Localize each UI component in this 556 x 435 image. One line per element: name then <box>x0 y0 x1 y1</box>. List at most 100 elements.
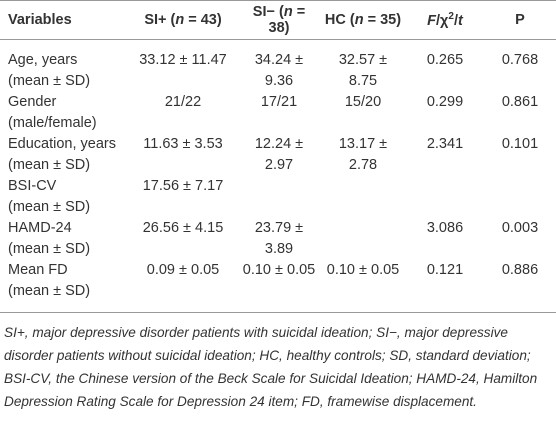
table-cell: 0.265 <box>406 40 484 93</box>
row-label-line: Mean FD <box>8 262 68 278</box>
cell-text: 0.121 <box>426 262 464 278</box>
table-cell: 23.79 ± 3.89 <box>238 218 320 260</box>
header-text: n <box>354 12 364 28</box>
cell-text: 0.10 ± 0.05 <box>326 262 400 278</box>
table-cell: 0.09 ± 0.05 <box>128 260 238 313</box>
table-cell: 11.63 ± 3.53 <box>128 134 238 176</box>
header-row: Variables SI+ (n = 43) SI− (n = 38) HC (n =… <box>0 0 556 40</box>
cell-text: 0.886 <box>501 262 539 278</box>
row-label: Age, years (mean ± SD) <box>0 40 128 93</box>
cell-text: 32.57 ± 8.75 <box>338 52 388 89</box>
row-label-line: Age, years <box>8 52 78 68</box>
cell-text: 0.10 ± 0.05 <box>242 262 316 278</box>
table-cell: 0.003 <box>484 218 556 260</box>
row-label-line: (mean ± SD) <box>8 283 91 299</box>
table-cell: 0.299 <box>406 92 484 134</box>
header-text: HC ( <box>324 12 355 28</box>
cell-text: 17/21 <box>260 94 298 110</box>
cell-text: 0.101 <box>501 136 539 152</box>
cell-text: 0.768 <box>501 52 539 68</box>
table-cell: 0.10 ± 0.05 <box>320 260 406 313</box>
cell-text: 0.299 <box>426 94 464 110</box>
table-cell: 17/21 <box>238 92 320 134</box>
row-label-line: BSI-CV <box>8 178 57 194</box>
table-cell: 15/20 <box>320 92 406 134</box>
table-cell: 0.768 <box>484 40 556 93</box>
header-text: n <box>283 4 293 20</box>
cell-text: 21/22 <box>164 94 202 110</box>
table-cell: 12.24 ± 2.97 <box>238 134 320 176</box>
row-label: BSI-CV (mean ± SD) <box>0 176 128 218</box>
row-label: Education, years (mean ± SD) <box>0 134 128 176</box>
header-cell: Variables <box>0 1 128 40</box>
header-text: t <box>458 12 463 29</box>
table-cell <box>406 176 484 218</box>
table-row: Age, years (mean ± SD) 33.12 ± 11.47 34.24 … <box>0 40 556 93</box>
cell-text: 34.24 ± 9.36 <box>254 52 304 89</box>
table-cell: 0.101 <box>484 134 556 176</box>
row-label-line: Education, years <box>8 136 117 152</box>
header-cell: HC (n = 35) <box>320 1 406 40</box>
header-text: = 43) <box>184 12 222 28</box>
table-cell: 0.886 <box>484 260 556 313</box>
cell-text: 23.79 ± 3.89 <box>254 220 304 257</box>
cell-text: 0.09 ± 0.05 <box>146 262 220 278</box>
table-cell: 21/22 <box>128 92 238 134</box>
table-cell: 0.121 <box>406 260 484 313</box>
data-table: Variables SI+ (n = 43) SI− (n = 38) HC (n =… <box>0 0 556 313</box>
header-cell: SI+ (n = 43) <box>128 1 238 40</box>
header-text: = 38) <box>268 4 306 36</box>
table-row: Gender (male/female) 21/22 17/21 15/20 0.299 0… <box>0 92 556 134</box>
row-label-line: (mean ± SD) <box>8 241 91 257</box>
row-label-line: (mean ± SD) <box>8 157 91 173</box>
row-label-line: (male/female) <box>8 115 97 131</box>
row-label-line: HAMD-24 <box>8 220 72 236</box>
cell-text: 26.56 ± 4.15 <box>142 220 224 236</box>
table-row: HAMD-24 (mean ± SD) 26.56 ± 4.15 23.79 ± 3.… <box>0 218 556 260</box>
row-label: Gender (male/female) <box>0 92 128 134</box>
table-cell <box>238 176 320 218</box>
table-header: Variables SI+ (n = 43) SI− (n = 38) HC (n =… <box>0 0 556 40</box>
header-text: = 35) <box>363 12 402 28</box>
table-row: Education, years (mean ± SD) 11.63 ± 3.53 1… <box>0 134 556 176</box>
table-cell: 26.56 ± 4.15 <box>128 218 238 260</box>
header-cell: SI− (n = 38) <box>238 1 320 40</box>
row-label-line: (mean ± SD) <box>8 199 91 215</box>
table-cell: 33.12 ± 11.47 <box>128 40 238 93</box>
cell-text: 0.265 <box>426 52 464 68</box>
cell-text: 0.861 <box>501 94 539 110</box>
header-text: /χ <box>436 12 449 29</box>
header-text: Variables <box>8 12 72 28</box>
table-cell <box>320 218 406 260</box>
header-text: n <box>175 12 185 28</box>
header-text: SI− ( <box>252 4 284 20</box>
table-cell <box>484 176 556 218</box>
row-label-line: Gender <box>8 94 57 110</box>
row-label: HAMD-24 (mean ± SD) <box>0 218 128 260</box>
table-cell: 2.341 <box>406 134 484 176</box>
table-row: BSI-CV (mean ± SD) 17.56 ± 7.17 <box>0 176 556 218</box>
cell-text: 11.63 ± 3.53 <box>143 136 223 152</box>
cell-text: 33.12 ± 11.47 <box>139 52 227 68</box>
cell-text: 0.003 <box>501 220 539 236</box>
cell-text: 15/20 <box>344 94 382 110</box>
table-row: Mean FD (mean ± SD) 0.09 ± 0.05 0.10 ± 0.05… <box>0 260 556 313</box>
table-cell <box>320 176 406 218</box>
table-body: Age, years (mean ± SD) 33.12 ± 11.47 34.24 … <box>0 40 556 313</box>
cell-text: 2.341 <box>426 136 464 152</box>
footnote: SI+, major depressive disorder patients … <box>4 325 538 409</box>
table-cell: 17.56 ± 7.17 <box>128 176 238 218</box>
table-cell: 34.24 ± 9.36 <box>238 40 320 93</box>
header-text: / <box>453 12 458 29</box>
table-cell: 3.086 <box>406 218 484 260</box>
header-cell: P <box>484 1 556 40</box>
header-text: SI+ ( <box>144 12 176 28</box>
header-cell: F/χ2/t <box>406 1 484 40</box>
table-cell: 0.861 <box>484 92 556 134</box>
row-label-line: (mean ± SD) <box>8 73 91 89</box>
cell-text: 17.56 ± 7.17 <box>142 178 224 194</box>
cell-text: 3.086 <box>426 220 464 236</box>
header-text: 2 <box>448 11 454 23</box>
table-cell: 0.10 ± 0.05 <box>238 260 320 313</box>
